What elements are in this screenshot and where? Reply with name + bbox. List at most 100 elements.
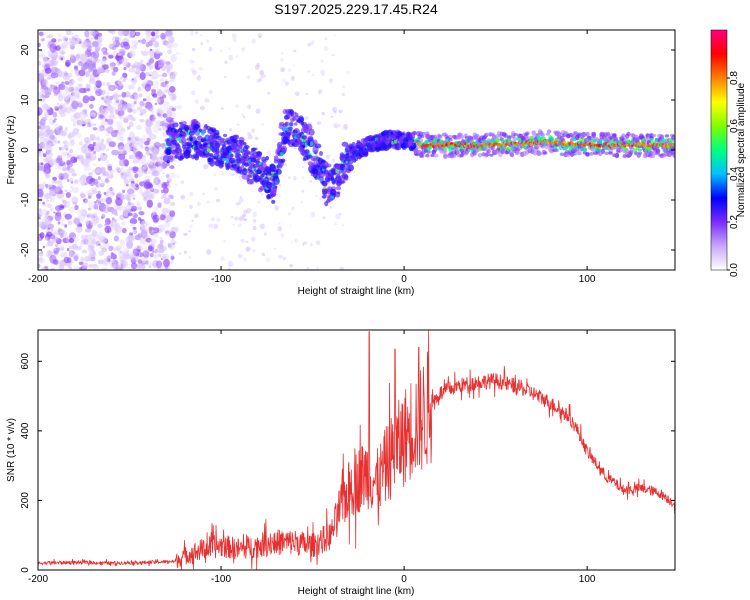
heatmap-cell bbox=[127, 84, 135, 90]
heatmap-cell bbox=[139, 118, 145, 123]
heatmap-cell bbox=[78, 261, 84, 266]
heatmap-cell bbox=[68, 206, 75, 214]
heatmap-cell bbox=[506, 146, 511, 152]
heatmap-cell bbox=[285, 121, 290, 127]
heatmap-cell bbox=[102, 204, 110, 214]
heatmap-cell bbox=[46, 50, 52, 55]
heatmap-cell bbox=[260, 73, 265, 79]
snr-x-tick-label: -100 bbox=[211, 574, 231, 585]
heatmap-cell bbox=[132, 213, 138, 219]
heatmap-cell bbox=[84, 219, 90, 226]
heatmap-cell bbox=[90, 207, 93, 211]
heatmap-cell bbox=[88, 254, 91, 258]
heatmap-cell bbox=[180, 153, 184, 157]
heatmap-cell bbox=[123, 67, 127, 71]
heatmap-cell bbox=[194, 124, 200, 129]
heatmap-cell bbox=[69, 189, 73, 193]
heatmap-cell bbox=[114, 36, 120, 42]
heatmap-cell bbox=[608, 151, 613, 155]
heatmap-cell bbox=[144, 140, 150, 146]
heatmap-cell bbox=[344, 128, 347, 131]
heatmap-cell bbox=[309, 141, 314, 146]
heatmap-cell bbox=[604, 151, 609, 155]
heatmap-cell bbox=[165, 232, 169, 236]
heatmap-cell bbox=[310, 243, 313, 247]
heatmap-cell bbox=[340, 177, 345, 182]
heatmap-cell bbox=[301, 149, 308, 157]
heatmap-cell bbox=[38, 31, 44, 37]
heatmap-cell bbox=[89, 103, 94, 109]
heatmap-cell bbox=[87, 44, 92, 49]
heatmap-cell bbox=[76, 74, 80, 77]
heatmap-cell bbox=[150, 73, 156, 80]
heatmap-cell bbox=[108, 245, 114, 251]
heatmap-cell bbox=[146, 199, 153, 208]
heatmap-cell bbox=[278, 221, 281, 225]
heatmap-cell bbox=[39, 123, 46, 131]
heatmap-cell bbox=[228, 54, 234, 61]
heatmap-cell bbox=[208, 90, 213, 94]
heatmap-cell bbox=[443, 147, 448, 151]
heatmap-cell bbox=[101, 127, 106, 131]
heatmap-cell bbox=[107, 165, 113, 171]
heatmap-cell bbox=[396, 130, 403, 136]
heatmap-cell bbox=[120, 264, 124, 267]
heatmap-cell bbox=[51, 38, 57, 43]
heatmap-cell bbox=[320, 69, 326, 77]
heatmap-cell bbox=[222, 157, 226, 162]
heatmap-cell bbox=[301, 165, 304, 169]
heatmap-cell bbox=[107, 118, 114, 125]
heatmap-cell bbox=[278, 183, 281, 187]
heatmap-cell bbox=[63, 192, 66, 195]
heatmap-cell bbox=[89, 152, 97, 161]
heatmap-cell bbox=[178, 252, 182, 255]
heatmap-cell bbox=[138, 245, 143, 249]
snr-y-axis-label: SNR (10 * v/v) bbox=[6, 418, 17, 482]
heatmap-cell bbox=[157, 112, 160, 117]
heatmap-cell bbox=[148, 265, 152, 269]
heatmap-cell bbox=[250, 157, 257, 163]
heatmap-cell bbox=[160, 79, 164, 82]
heatmap-cell bbox=[66, 247, 70, 252]
heatmap-cell bbox=[169, 210, 176, 218]
heatmap-cell bbox=[206, 249, 212, 255]
heatmap-cell bbox=[266, 181, 272, 186]
heatmap-cell bbox=[572, 152, 577, 156]
heatmap-cell bbox=[261, 123, 264, 126]
heatmap-cell bbox=[65, 192, 71, 198]
colorbar-tick-label: 0.0 bbox=[729, 263, 740, 277]
spectrogram-x-ticks: -200 -100 0 100 bbox=[28, 30, 596, 285]
heatmap-cell bbox=[426, 150, 431, 154]
heatmap-cell bbox=[251, 38, 256, 44]
heatmap-cell bbox=[259, 174, 264, 179]
heatmap-cell bbox=[145, 119, 154, 128]
heatmap-cell bbox=[102, 258, 109, 266]
heatmap-cell bbox=[92, 40, 99, 48]
heatmap-cell bbox=[264, 232, 267, 236]
heatmap-cell bbox=[175, 183, 178, 186]
heatmap-cell bbox=[100, 197, 107, 203]
heatmap-cell bbox=[651, 133, 657, 138]
heatmap-cell bbox=[128, 68, 134, 73]
heatmap-cell bbox=[168, 244, 175, 250]
heatmap-cell bbox=[257, 33, 263, 38]
snr-x-tick-label: 100 bbox=[579, 574, 596, 585]
heatmap-cell bbox=[672, 138, 675, 144]
heatmap-cell bbox=[211, 155, 217, 160]
heatmap-cell bbox=[255, 153, 262, 161]
spectrogram-y-tick-label: 10 bbox=[20, 94, 31, 106]
heatmap-cell bbox=[341, 141, 349, 147]
heatmap-cell bbox=[164, 88, 170, 93]
heatmap-cell bbox=[157, 145, 161, 148]
heatmap-cell bbox=[71, 243, 79, 250]
heatmap-cell bbox=[245, 246, 251, 252]
heatmap-cell bbox=[261, 159, 267, 164]
heatmap-cell bbox=[38, 214, 42, 217]
heatmap-cell bbox=[280, 57, 284, 62]
heatmap-cell bbox=[145, 42, 150, 48]
heatmap-cell bbox=[120, 221, 126, 226]
heatmap-cell bbox=[332, 190, 337, 194]
colorbar-bar bbox=[710, 29, 728, 271]
heatmap-cell bbox=[138, 217, 142, 221]
heatmap-cell bbox=[91, 37, 94, 41]
